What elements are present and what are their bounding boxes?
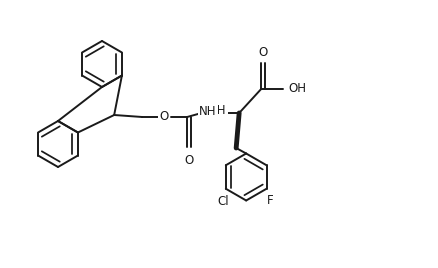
Text: O: O	[159, 110, 169, 124]
Text: OH: OH	[288, 83, 306, 95]
Text: O: O	[258, 46, 268, 59]
Text: F: F	[267, 194, 274, 207]
Text: NH: NH	[199, 106, 216, 118]
Text: Cl: Cl	[217, 195, 229, 208]
Text: NH: NH	[209, 105, 227, 117]
Text: O: O	[184, 154, 194, 167]
